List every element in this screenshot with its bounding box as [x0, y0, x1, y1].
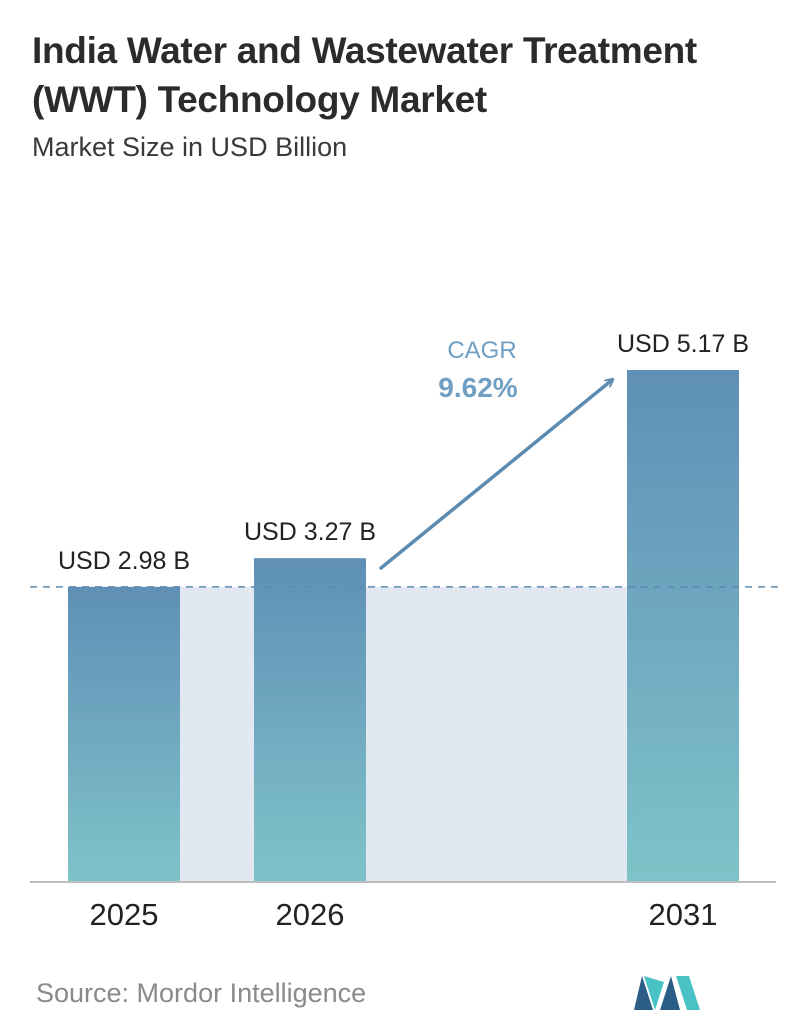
- value-label-2026: USD 3.27 B: [244, 518, 376, 546]
- cagr-label: CAGR: [447, 337, 516, 364]
- bar-2025: [68, 586, 180, 882]
- mordor-intelligence-logo: [634, 976, 700, 1010]
- title-block: India Water and Wastewater Treatment (WW…: [32, 26, 752, 164]
- x-tick-label-2026: 2026: [276, 897, 345, 932]
- value-label-2025: USD 2.98 B: [58, 547, 190, 575]
- cagr-value: 9.62%: [438, 372, 517, 403]
- value-label-2031: USD 5.17 B: [617, 330, 749, 358]
- x-tick-label-2025: 2025: [90, 897, 159, 932]
- source-text: Source: Mordor Intelligence: [36, 978, 367, 1008]
- chart-title: India Water and Wastewater Treatment (WW…: [32, 30, 697, 120]
- x-tick-label-2031: 2031: [649, 897, 718, 932]
- chart-subtitle: Market Size in USD Billion: [32, 132, 348, 162]
- bar-2031: [627, 370, 739, 882]
- cagr-arrow: [379, 380, 612, 570]
- bar-2026: [254, 558, 366, 882]
